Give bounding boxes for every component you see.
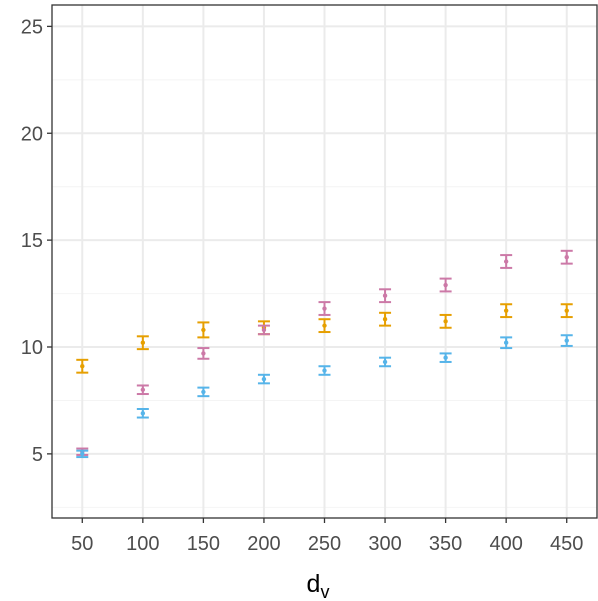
data-point <box>443 319 448 324</box>
x-tick-label: 350 <box>429 533 462 555</box>
data-point <box>564 255 569 260</box>
data-point <box>140 411 146 416</box>
data-point <box>382 293 388 298</box>
data-point <box>261 327 267 333</box>
data-point <box>382 359 388 365</box>
data-point <box>322 323 327 328</box>
series-2 <box>76 334 573 459</box>
data-point <box>322 306 327 311</box>
x-tick-label: 100 <box>126 533 159 555</box>
x-axis-title-main: d <box>307 570 321 598</box>
x-tick-label: 400 <box>489 533 522 555</box>
data-point <box>140 340 146 345</box>
data-point <box>201 351 206 356</box>
data-point <box>443 282 448 288</box>
data-point <box>564 308 569 313</box>
x-tick-label: 150 <box>187 533 220 555</box>
data-point <box>80 364 85 369</box>
data-point <box>503 308 509 313</box>
data-point <box>261 376 267 382</box>
data-point <box>503 259 509 264</box>
series-1 <box>76 249 573 456</box>
axis-ticks: 5 10 15 20 25 50 100 150 200 250 300 350 400 450 <box>21 16 584 555</box>
x-tick-label: 450 <box>550 533 583 555</box>
x-axis-title: dv <box>307 570 330 601</box>
data-point <box>564 338 569 343</box>
data-point <box>503 340 509 345</box>
data-point <box>382 317 388 322</box>
x-tick-label: 250 <box>308 533 341 555</box>
data-point <box>443 355 448 360</box>
x-tick-label: 200 <box>247 533 280 555</box>
grid <box>52 5 597 518</box>
data-point <box>201 389 206 395</box>
x-tick-label: 300 <box>368 533 401 555</box>
y-tick-label: 5 <box>32 444 43 466</box>
x-tick-label: 50 <box>71 533 93 555</box>
x-axis-title-subscript: v <box>320 582 329 601</box>
y-tick-label: 15 <box>21 230 43 252</box>
data-point <box>201 327 206 333</box>
y-tick-label: 20 <box>21 123 43 145</box>
data-point <box>140 387 146 392</box>
data-point <box>322 368 327 373</box>
data-marks <box>76 249 573 459</box>
data-point <box>80 451 85 457</box>
y-tick-label: 25 <box>21 16 43 38</box>
y-tick-label: 10 <box>21 337 43 359</box>
